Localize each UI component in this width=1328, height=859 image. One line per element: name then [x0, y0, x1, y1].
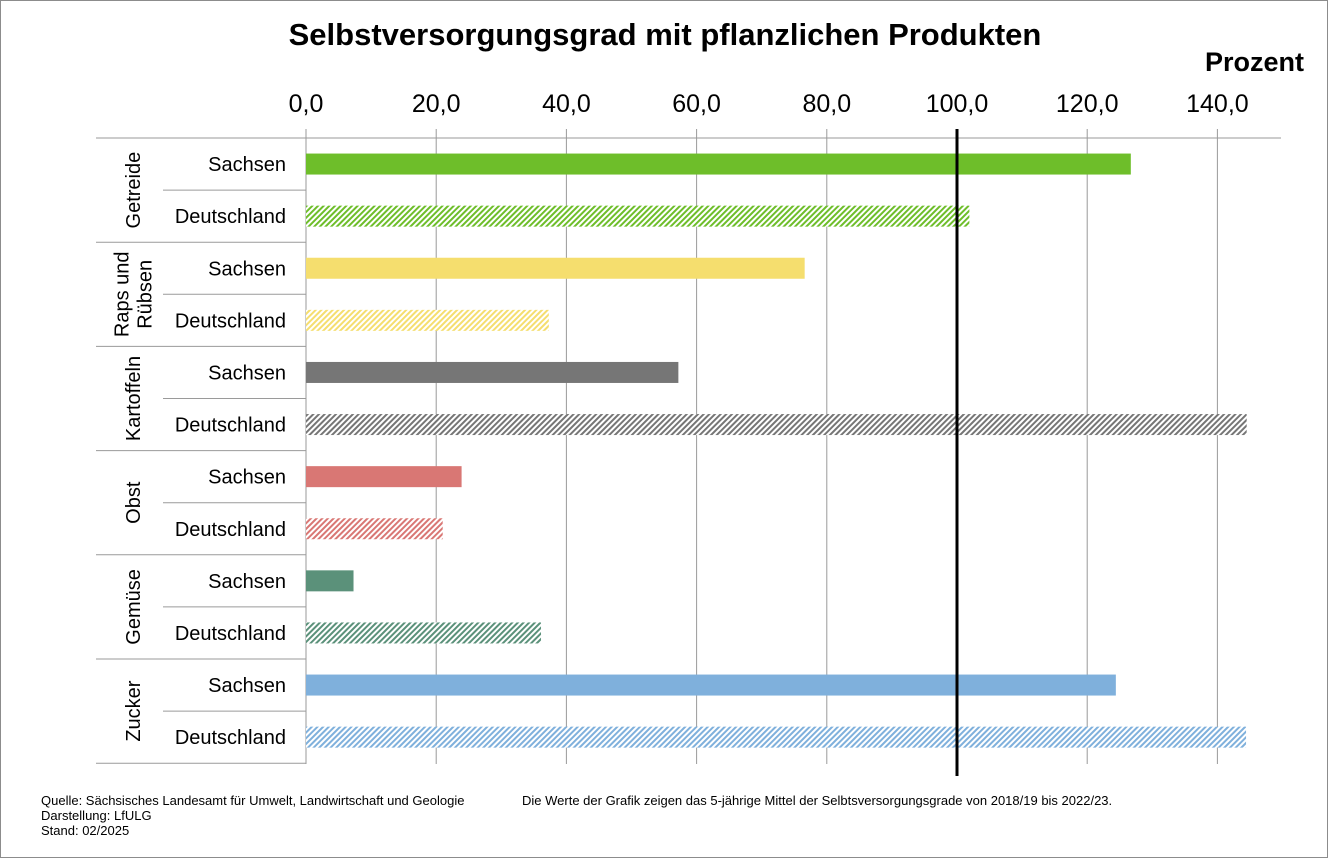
- group-label: Obst: [123, 481, 145, 524]
- bar-zucker-deutschland: [306, 726, 1247, 748]
- x-tick-label: 60,0: [672, 90, 721, 118]
- bar-getreide-deutschland: [306, 205, 970, 227]
- bar-getreide-sachsen: [306, 153, 1131, 175]
- bar-kartoffeln-deutschland: [306, 414, 1247, 436]
- chart-title: Selbstversorgungsgrad mit pflanzlichen P…: [289, 17, 1042, 52]
- group-label-line: Raps und: [112, 251, 134, 337]
- x-tick-label: 100,0: [926, 90, 989, 118]
- category-label: Sachsen: [208, 571, 286, 593]
- footer-date: Stand: 02/2025: [41, 823, 130, 838]
- x-tick-label: 0,0: [289, 90, 324, 118]
- group-label: Gemüse: [123, 569, 145, 645]
- group-label: Kartoffeln: [123, 356, 145, 441]
- x-tick-label: 80,0: [802, 90, 851, 118]
- bar-kartoffeln-sachsen: [306, 361, 679, 383]
- category-label: Deutschland: [175, 415, 286, 437]
- footer-note: Die Werte der Grafik zeigen das 5-jährig…: [522, 793, 1113, 808]
- bar-zucker-sachsen: [306, 674, 1116, 696]
- category-label: Deutschland: [175, 623, 286, 645]
- x-tick-label: 140,0: [1186, 90, 1249, 118]
- group-label: Getreide: [123, 152, 145, 229]
- footer-source: Quelle: Sächsisches Landesamt für Umwelt…: [41, 793, 465, 808]
- category-label: Sachsen: [208, 154, 286, 176]
- group-label: Zucker: [123, 680, 145, 741]
- group-label: Raps undRübsen: [112, 251, 157, 337]
- category-label: Deutschland: [175, 727, 286, 749]
- group-label-line: Obst: [123, 481, 145, 524]
- x-tick-label: 20,0: [412, 90, 461, 118]
- category-label: Deutschland: [175, 519, 286, 541]
- footer-author: Darstellung: LfULG: [41, 808, 152, 823]
- group-label-line: Kartoffeln: [123, 356, 145, 441]
- group-label-line: Gemüse: [123, 569, 145, 645]
- bar-gemüse-sachsen: [306, 570, 354, 592]
- category-label: Sachsen: [208, 362, 286, 384]
- group-label-line: Zucker: [123, 680, 145, 741]
- footer-source-block: Quelle: Sächsisches Landesamt für Umwelt…: [41, 793, 464, 838]
- category-label: Sachsen: [208, 675, 286, 697]
- category-label: Sachsen: [208, 467, 286, 489]
- unit-label: Prozent: [1205, 47, 1304, 77]
- x-tick-label: 40,0: [542, 90, 591, 118]
- bar-obst-deutschland: [306, 518, 443, 540]
- category-label: Deutschland: [175, 206, 286, 228]
- category-label: Sachsen: [208, 258, 286, 280]
- bar-obst-sachsen: [306, 466, 462, 488]
- bar-raps-und-rübsen-sachsen: [306, 257, 805, 279]
- category-label: Deutschland: [175, 310, 286, 332]
- group-label-line: Rübsen: [135, 260, 157, 329]
- group-label-line: Getreide: [123, 152, 145, 229]
- bar-raps-und-rübsen-deutschland: [306, 309, 549, 331]
- bar-gemüse-deutschland: [306, 622, 542, 644]
- x-tick-label: 120,0: [1056, 90, 1119, 118]
